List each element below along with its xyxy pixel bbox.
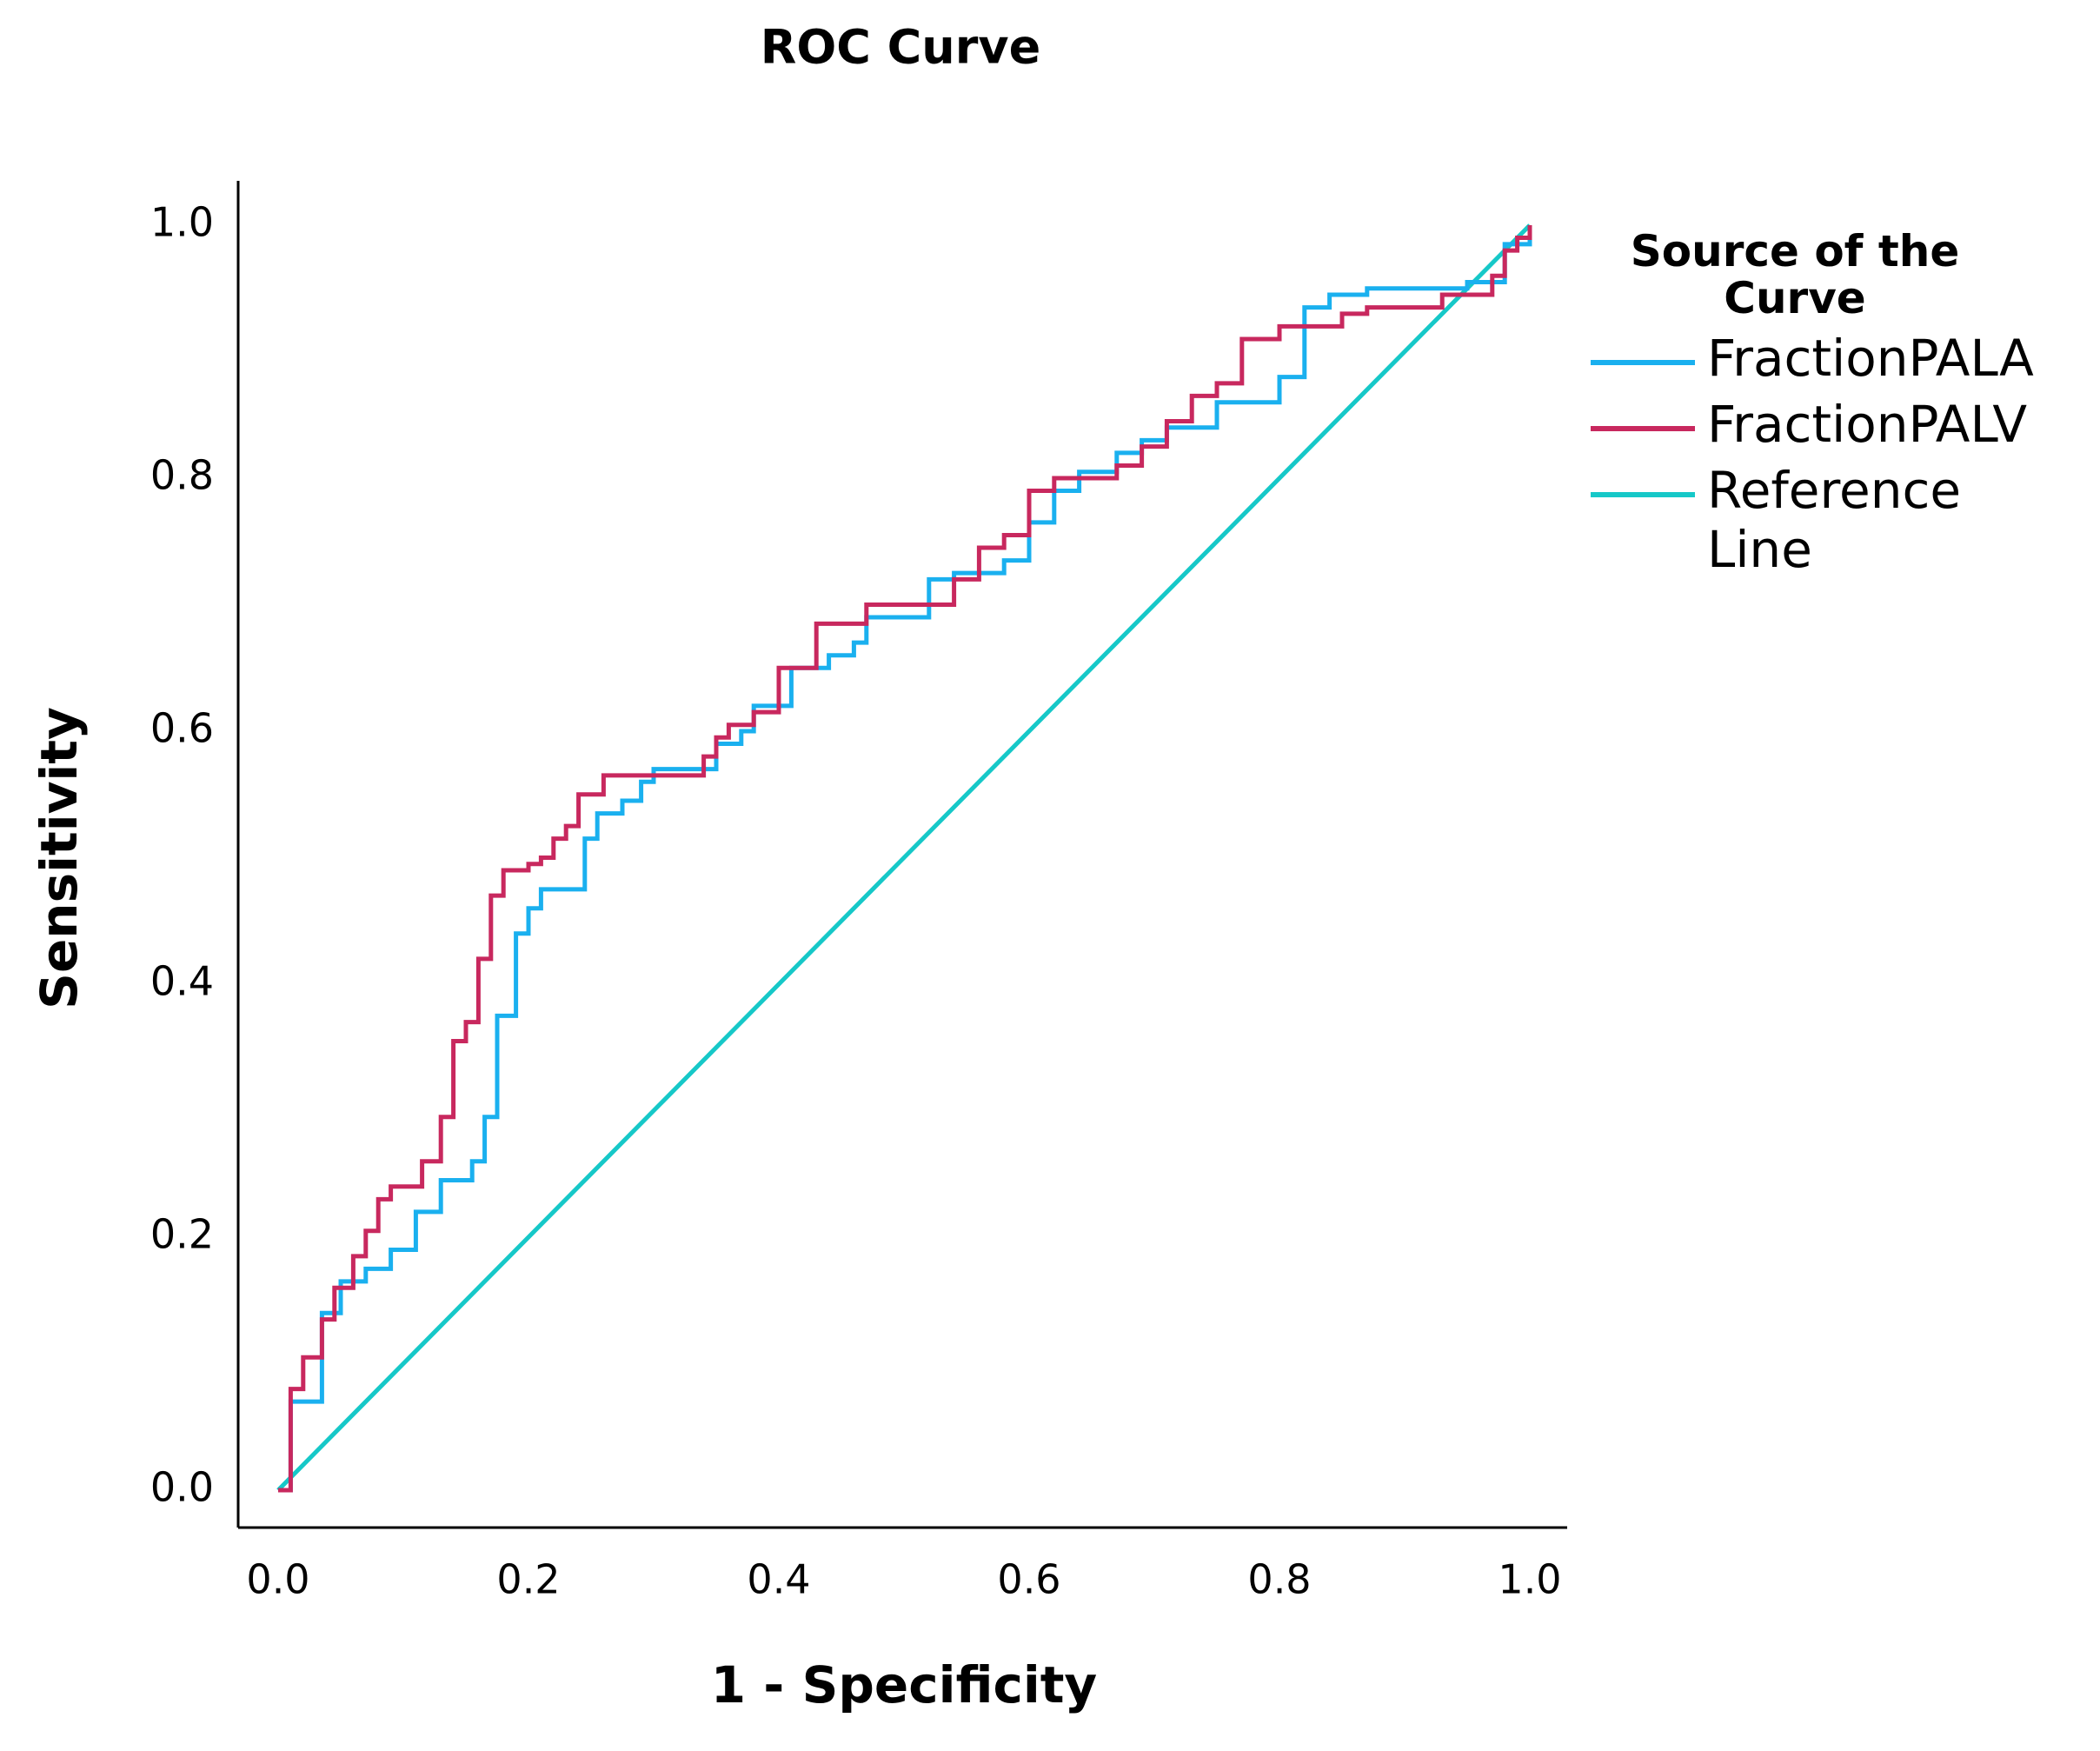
x-axis-label: 1 - Specificity	[711, 1655, 1098, 1714]
y-tick-label: 0.0	[150, 1464, 214, 1511]
legend-title: Source of the Curve	[1630, 226, 1960, 323]
roc-line	[278, 225, 1532, 1493]
y-tick-label: 0.2	[150, 1211, 214, 1258]
legend-entry: Reference Line	[1591, 461, 2077, 579]
x-tick-label: 0.6	[997, 1556, 1060, 1603]
y-tick-label: 0.8	[150, 452, 214, 499]
legend-label: FractionPALA	[1707, 329, 2034, 388]
roc-line	[276, 223, 1532, 1492]
chart-title: ROC Curve	[761, 20, 1040, 75]
y-tick-label: 0.6	[150, 705, 214, 752]
legend: Source of the Curve FractionPALA Fraction…	[1591, 228, 2077, 579]
x-tick-label: 0.8	[1247, 1556, 1311, 1603]
legend-label: Reference Line	[1707, 461, 1962, 579]
x-tick-label: 0.4	[747, 1556, 810, 1603]
legend-swatch	[1591, 360, 1695, 365]
legend-entry: FractionPALA	[1591, 329, 2077, 388]
y-axis-label: Sensitivity	[30, 707, 89, 1009]
legend-entry: FractionPALV	[1591, 395, 2077, 454]
x-tick-label: 0.0	[246, 1556, 309, 1603]
y-tick-label: 0.4	[150, 958, 214, 1005]
x-tick-label: 1.0	[1498, 1556, 1561, 1603]
x-tick-label: 0.2	[496, 1556, 560, 1603]
y-tick-label: 1.0	[150, 199, 214, 246]
legend-swatch	[1591, 426, 1695, 431]
legend-label: FractionPALV	[1707, 395, 2028, 454]
roc-line	[278, 225, 1532, 1493]
legend-swatch	[1591, 492, 1695, 497]
